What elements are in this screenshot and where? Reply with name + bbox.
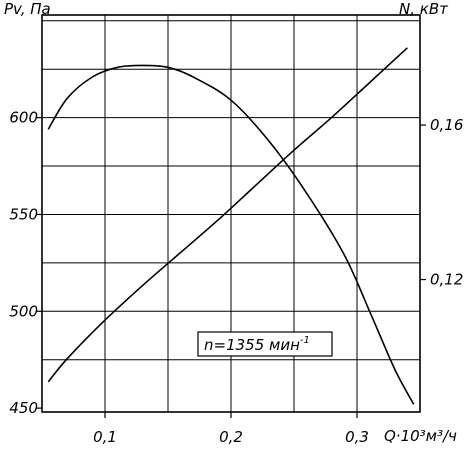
y-right-tick-label: 0,12 xyxy=(430,271,463,289)
x-tick-label: 0,3 xyxy=(345,428,369,446)
speed-annotation: n=1355 мин-1 xyxy=(204,335,310,354)
pressure-curve xyxy=(47,64,415,405)
y-left-tick-label: 550 xyxy=(9,205,38,223)
x-axis-label: Q·10³м³/ч xyxy=(384,427,457,445)
y-right-tick-label: 0,16 xyxy=(430,116,463,134)
y-left-tick-label: 450 xyxy=(9,399,38,417)
power-curve xyxy=(47,47,408,383)
speed-annotation-text: n=1355 мин xyxy=(204,336,300,354)
x-tick-label: 0,2 xyxy=(219,428,243,446)
y-left-axis-label: Pv, Па xyxy=(4,0,51,18)
curves xyxy=(47,47,415,405)
ticks: 0,1 0,2 0,3 450 500 550 600 0,12 0,16 xyxy=(9,109,463,446)
x-tick-label: 0,1 xyxy=(93,428,117,446)
annotation-box xyxy=(197,331,333,357)
speed-annotation-exponent: -1 xyxy=(300,335,310,346)
y-left-tick-label: 500 xyxy=(9,302,38,320)
y-right-axis-label: N, кВт xyxy=(399,0,449,18)
y-left-tick-label: 600 xyxy=(9,109,38,127)
grid xyxy=(42,15,420,412)
